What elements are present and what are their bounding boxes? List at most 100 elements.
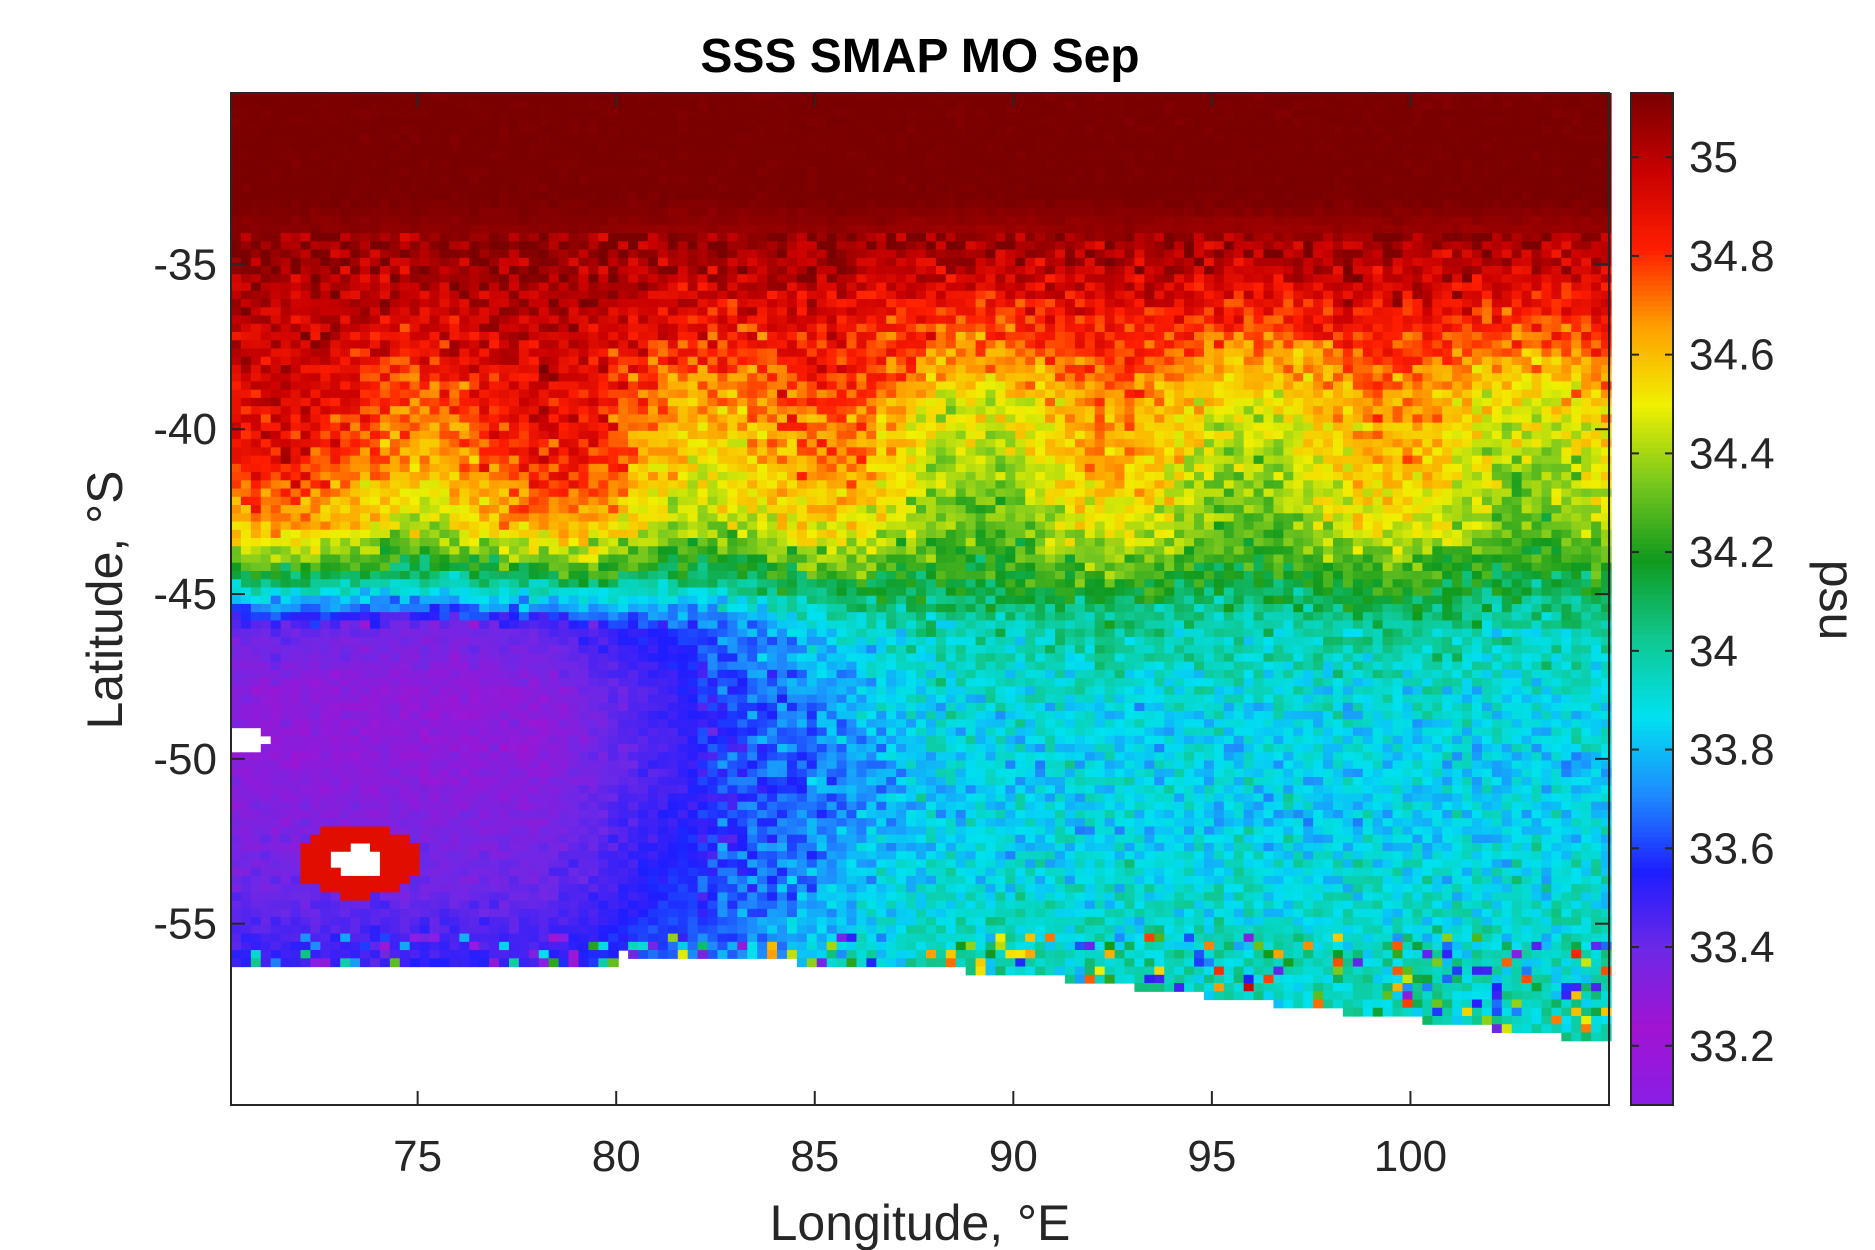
heatmap-cell [310,224,321,234]
heatmap-cell [1491,299,1503,308]
heatmap-cell [330,381,341,391]
heatmap-cell [1442,134,1453,144]
heatmap-cell [896,274,907,284]
heatmap-cell [320,340,331,350]
heatmap-cell [1452,307,1463,317]
heatmap-cell [1591,224,1602,234]
heatmap-cell [508,356,520,366]
heatmap-cell [1501,208,1513,218]
heatmap-cell [1313,282,1324,292]
heatmap-cell [886,224,897,234]
heatmap-cell [1521,117,1533,127]
heatmap-cell [935,364,947,374]
heatmap-cell [231,290,242,300]
heatmap-cell [608,282,619,292]
heatmap-cell [1243,348,1255,358]
heatmap-cell [886,125,897,135]
heatmap-cell [598,340,609,350]
heatmap-cell [727,150,738,160]
heatmap-cell [459,158,470,168]
heatmap-cell [360,101,371,111]
heatmap-cell [796,274,808,284]
heatmap-cell [1462,257,1473,267]
heatmap-cell [518,315,530,325]
heatmap-cell [1263,373,1275,383]
heatmap-cell [856,373,867,383]
heatmap-cell [449,101,460,111]
heatmap-cell [1551,101,1562,111]
heatmap-cell [935,241,947,251]
heatmap-cell [747,381,758,391]
heatmap-cell [1442,299,1453,308]
heatmap-cell [767,364,778,374]
heatmap-cell [1491,266,1503,275]
heatmap-cell [429,373,441,383]
heatmap-cell [1313,266,1324,275]
heatmap-cell [1303,373,1314,383]
heatmap-cell [677,175,689,185]
heatmap-cell [240,117,252,127]
heatmap-cell [777,348,788,358]
heatmap-cell [260,241,272,251]
heatmap-cell [280,134,292,144]
heatmap-cell [786,373,798,383]
heatmap-cell [1293,290,1304,300]
heatmap-cell [767,175,778,185]
heatmap-cell [786,101,798,111]
heatmap-cell [945,315,957,325]
heatmap-cell [1601,348,1612,358]
heatmap-cell [1005,109,1016,119]
heatmap-cell [836,307,848,317]
heatmap-cell [1541,299,1553,308]
heatmap-cell [1601,282,1612,292]
heatmap-cell [1015,233,1026,242]
heatmap-cell [1452,315,1463,325]
heatmap-cell [469,200,480,209]
heatmap-cell [409,93,421,102]
heatmap-cell [310,158,321,168]
heatmap-cell [965,373,977,383]
heatmap-cell [260,364,272,374]
heatmap-cell [260,373,272,383]
heatmap-cell [1094,274,1106,284]
heatmap-cell [826,208,838,218]
heatmap-cell [231,150,242,160]
heatmap-cell [846,150,858,160]
heatmap-cell [1402,191,1414,201]
heatmap-cell [677,125,689,135]
heatmap-cell [618,257,629,267]
heatmap-cell [538,299,550,308]
heatmap-cell [588,266,599,275]
heatmap-cell [667,150,679,160]
heatmap-cell [1541,315,1553,325]
heatmap-cell [657,117,669,127]
heatmap-cell [1303,241,1314,251]
heatmap-cell [1551,216,1562,226]
heatmap-cell [1392,158,1404,168]
heatmap-cell [717,331,728,341]
heatmap-cell [1025,340,1036,350]
heatmap-cell [499,125,510,135]
heatmap-cell [638,340,649,350]
heatmap-cell [350,125,361,135]
heatmap-cell [379,266,391,275]
heatmap-cell [1253,373,1265,383]
heatmap-cell [568,348,580,358]
heatmap-cell [1382,233,1394,242]
heatmap-cell [737,158,748,168]
heatmap-cell [280,125,292,135]
heatmap-cell [697,340,709,350]
heatmap-cell [290,117,302,127]
heatmap-cell [647,323,659,333]
heatmap-cell [1184,142,1195,152]
heatmap-cell [1422,158,1433,168]
heatmap-cell [1561,282,1572,292]
heatmap-cell [1203,348,1215,358]
heatmap-cell [469,307,480,317]
heatmap-cell [1591,266,1602,275]
heatmap-cell [290,290,302,300]
heatmap-cell [925,117,937,127]
heatmap-cell [290,348,302,358]
heatmap-cell [1402,348,1414,358]
heatmap-cell [856,175,867,185]
